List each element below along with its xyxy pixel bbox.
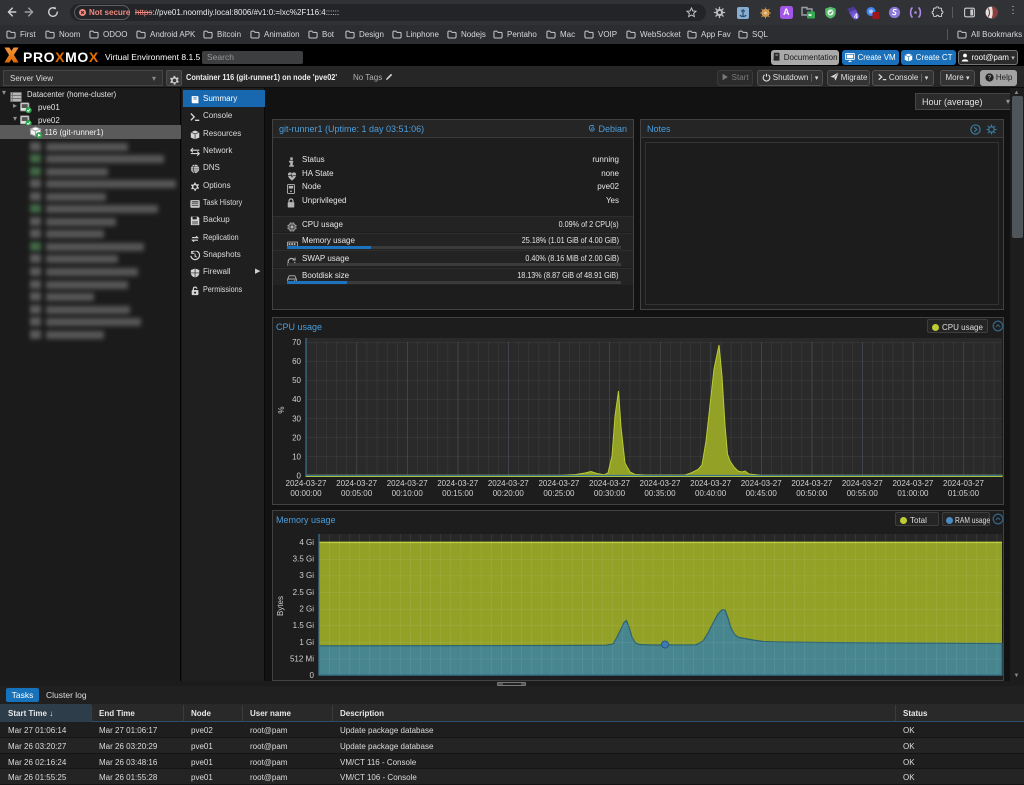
svg-text:2024-03-27: 2024-03-27 xyxy=(387,479,428,488)
svg-text:60: 60 xyxy=(292,357,301,366)
svg-text:2024-03-27: 2024-03-27 xyxy=(842,479,883,488)
svg-text:2024-03-27: 2024-03-27 xyxy=(336,479,377,488)
svg-text:2 Gi: 2 Gi xyxy=(299,605,314,614)
svg-text:Bytes: Bytes xyxy=(276,596,285,616)
svg-text:01:05:00: 01:05:00 xyxy=(948,489,980,498)
svg-text:2024-03-27: 2024-03-27 xyxy=(892,479,933,488)
svg-text:2024-03-27: 2024-03-27 xyxy=(741,479,782,488)
svg-text:50: 50 xyxy=(292,376,301,385)
svg-text:40: 40 xyxy=(292,395,301,404)
svg-text:4: 4 xyxy=(854,14,858,20)
svg-text:0: 0 xyxy=(297,472,302,481)
svg-text:00:05:00: 00:05:00 xyxy=(341,489,373,498)
svg-text:20: 20 xyxy=(292,433,301,442)
svg-text:4 Gi: 4 Gi xyxy=(299,538,314,547)
svg-text:01:00:00: 01:00:00 xyxy=(897,489,929,498)
svg-text:2024-03-27: 2024-03-27 xyxy=(437,479,478,488)
svg-text:2024-03-27: 2024-03-27 xyxy=(589,479,630,488)
svg-text:00:40:00: 00:40:00 xyxy=(695,489,727,498)
svg-text:00:45:00: 00:45:00 xyxy=(746,489,778,498)
svg-text:2024-03-27: 2024-03-27 xyxy=(943,479,984,488)
svg-text:00:30:00: 00:30:00 xyxy=(594,489,626,498)
svg-text:2024-03-27: 2024-03-27 xyxy=(690,479,731,488)
svg-text:2024-03-27: 2024-03-27 xyxy=(640,479,681,488)
svg-text:00:35:00: 00:35:00 xyxy=(644,489,676,498)
svg-text:3 Gi: 3 Gi xyxy=(299,571,314,580)
svg-text:00:50:00: 00:50:00 xyxy=(796,489,828,498)
svg-text:%: % xyxy=(277,406,286,413)
svg-text:00:55:00: 00:55:00 xyxy=(847,489,879,498)
svg-text:2024-03-27: 2024-03-27 xyxy=(286,479,327,488)
svg-text:2.5 Gi: 2.5 Gi xyxy=(293,588,315,597)
svg-text:70: 70 xyxy=(292,338,301,347)
svg-text:3.5 Gi: 3.5 Gi xyxy=(293,555,315,564)
svg-text:2024-03-27: 2024-03-27 xyxy=(791,479,832,488)
svg-text:1 Gi: 1 Gi xyxy=(299,638,314,647)
svg-text:1.5 Gi: 1.5 Gi xyxy=(293,621,315,630)
svg-text:00:25:00: 00:25:00 xyxy=(543,489,575,498)
svg-text:2024-03-27: 2024-03-27 xyxy=(538,479,579,488)
svg-text:512 Mi: 512 Mi xyxy=(290,654,314,663)
svg-text:00:00:00: 00:00:00 xyxy=(290,489,322,498)
svg-text:00:20:00: 00:20:00 xyxy=(493,489,525,498)
svg-text:00:10:00: 00:10:00 xyxy=(392,489,424,498)
svg-text:00:15:00: 00:15:00 xyxy=(442,489,474,498)
svg-text:10: 10 xyxy=(292,452,301,461)
svg-text:0: 0 xyxy=(310,671,315,680)
svg-text:2024-03-27: 2024-03-27 xyxy=(488,479,529,488)
svg-text:?: ? xyxy=(987,75,991,81)
svg-text:30: 30 xyxy=(292,414,301,423)
